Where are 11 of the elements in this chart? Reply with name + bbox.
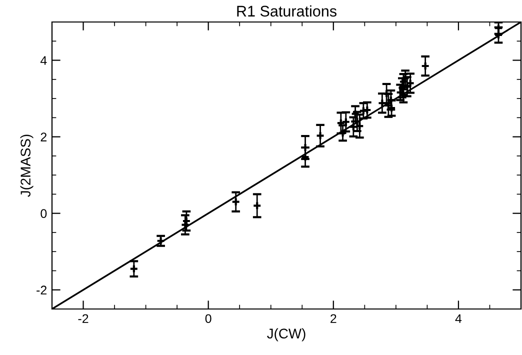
chart-title: R1 Saturations <box>237 5 336 17</box>
y-tick-label: 2 <box>40 132 47 142</box>
y-axis-title: J(2MASS) <box>20 134 34 197</box>
y-tick-label: 0 <box>40 209 47 218</box>
x-axis-title: J(CW) <box>267 328 306 342</box>
x-tick-label: -2 <box>78 314 88 323</box>
y-tick-label: -2 <box>36 286 47 294</box>
x-tick-label: 4 <box>455 314 462 323</box>
x-tick-label: 2 <box>330 314 336 323</box>
y-tick-label: 4 <box>40 56 47 65</box>
x-tick-label: 0 <box>205 314 212 324</box>
